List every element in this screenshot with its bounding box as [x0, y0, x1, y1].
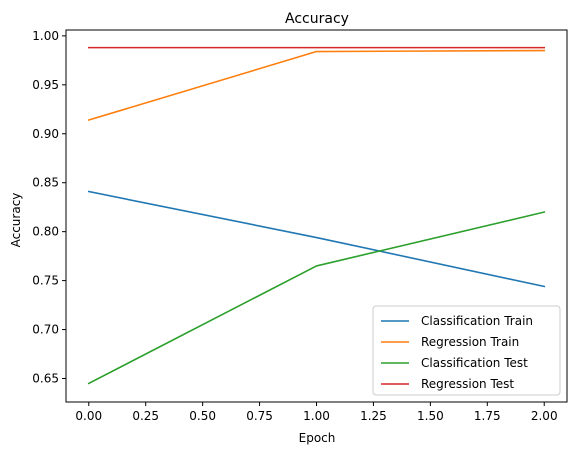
x-tick-label: 0.75: [246, 409, 273, 423]
y-tick-label: 0.90: [32, 127, 59, 141]
x-tick-label: 0.50: [189, 409, 216, 423]
y-axis-title: Accuracy: [9, 193, 23, 248]
y-axis-ticks: 0.65 0.70 0.75 0.80 0.85 0.90 0.95 1.00: [32, 29, 66, 386]
chart-title: Accuracy: [285, 11, 349, 27]
x-tick-label: 1.75: [474, 409, 501, 423]
x-tick-label: 0.00: [75, 409, 102, 423]
legend-label-1: Regression Train: [421, 335, 519, 349]
legend-label-0: Classification Train: [421, 314, 533, 328]
series-line-1: [87, 49, 546, 122]
legend-box: [372, 305, 561, 396]
x-axis-ticks: 0.00 0.25 0.50 0.75 1.00 1.25 1.50 1.75 2.00: [75, 402, 558, 423]
x-tick-label: 1.25: [360, 409, 387, 423]
x-tick-label: 1.00: [303, 409, 330, 423]
series-line-2: [87, 211, 546, 385]
y-tick-label: 0.95: [32, 78, 59, 92]
x-axis-title: Epoch: [299, 431, 336, 445]
x-tick-label: 0.25: [132, 409, 159, 423]
series-line-0: [87, 190, 546, 288]
y-tick-label: 1.00: [32, 29, 59, 43]
y-tick-label: 0.80: [32, 225, 59, 239]
y-tick-label: 0.65: [32, 372, 59, 386]
x-tick-label: 1.50: [417, 409, 444, 423]
x-tick-label: 2.00: [531, 409, 558, 423]
y-tick-label: 0.75: [32, 274, 59, 288]
legend-label-3: Regression Test: [421, 377, 514, 391]
legend-label-2: Classification Test: [421, 356, 528, 370]
y-tick-label: 0.70: [32, 323, 59, 337]
y-tick-label: 0.85: [32, 176, 59, 190]
plot-series-group: [87, 46, 546, 385]
legend: Classification Train Regression Train Clas…: [372, 305, 561, 396]
